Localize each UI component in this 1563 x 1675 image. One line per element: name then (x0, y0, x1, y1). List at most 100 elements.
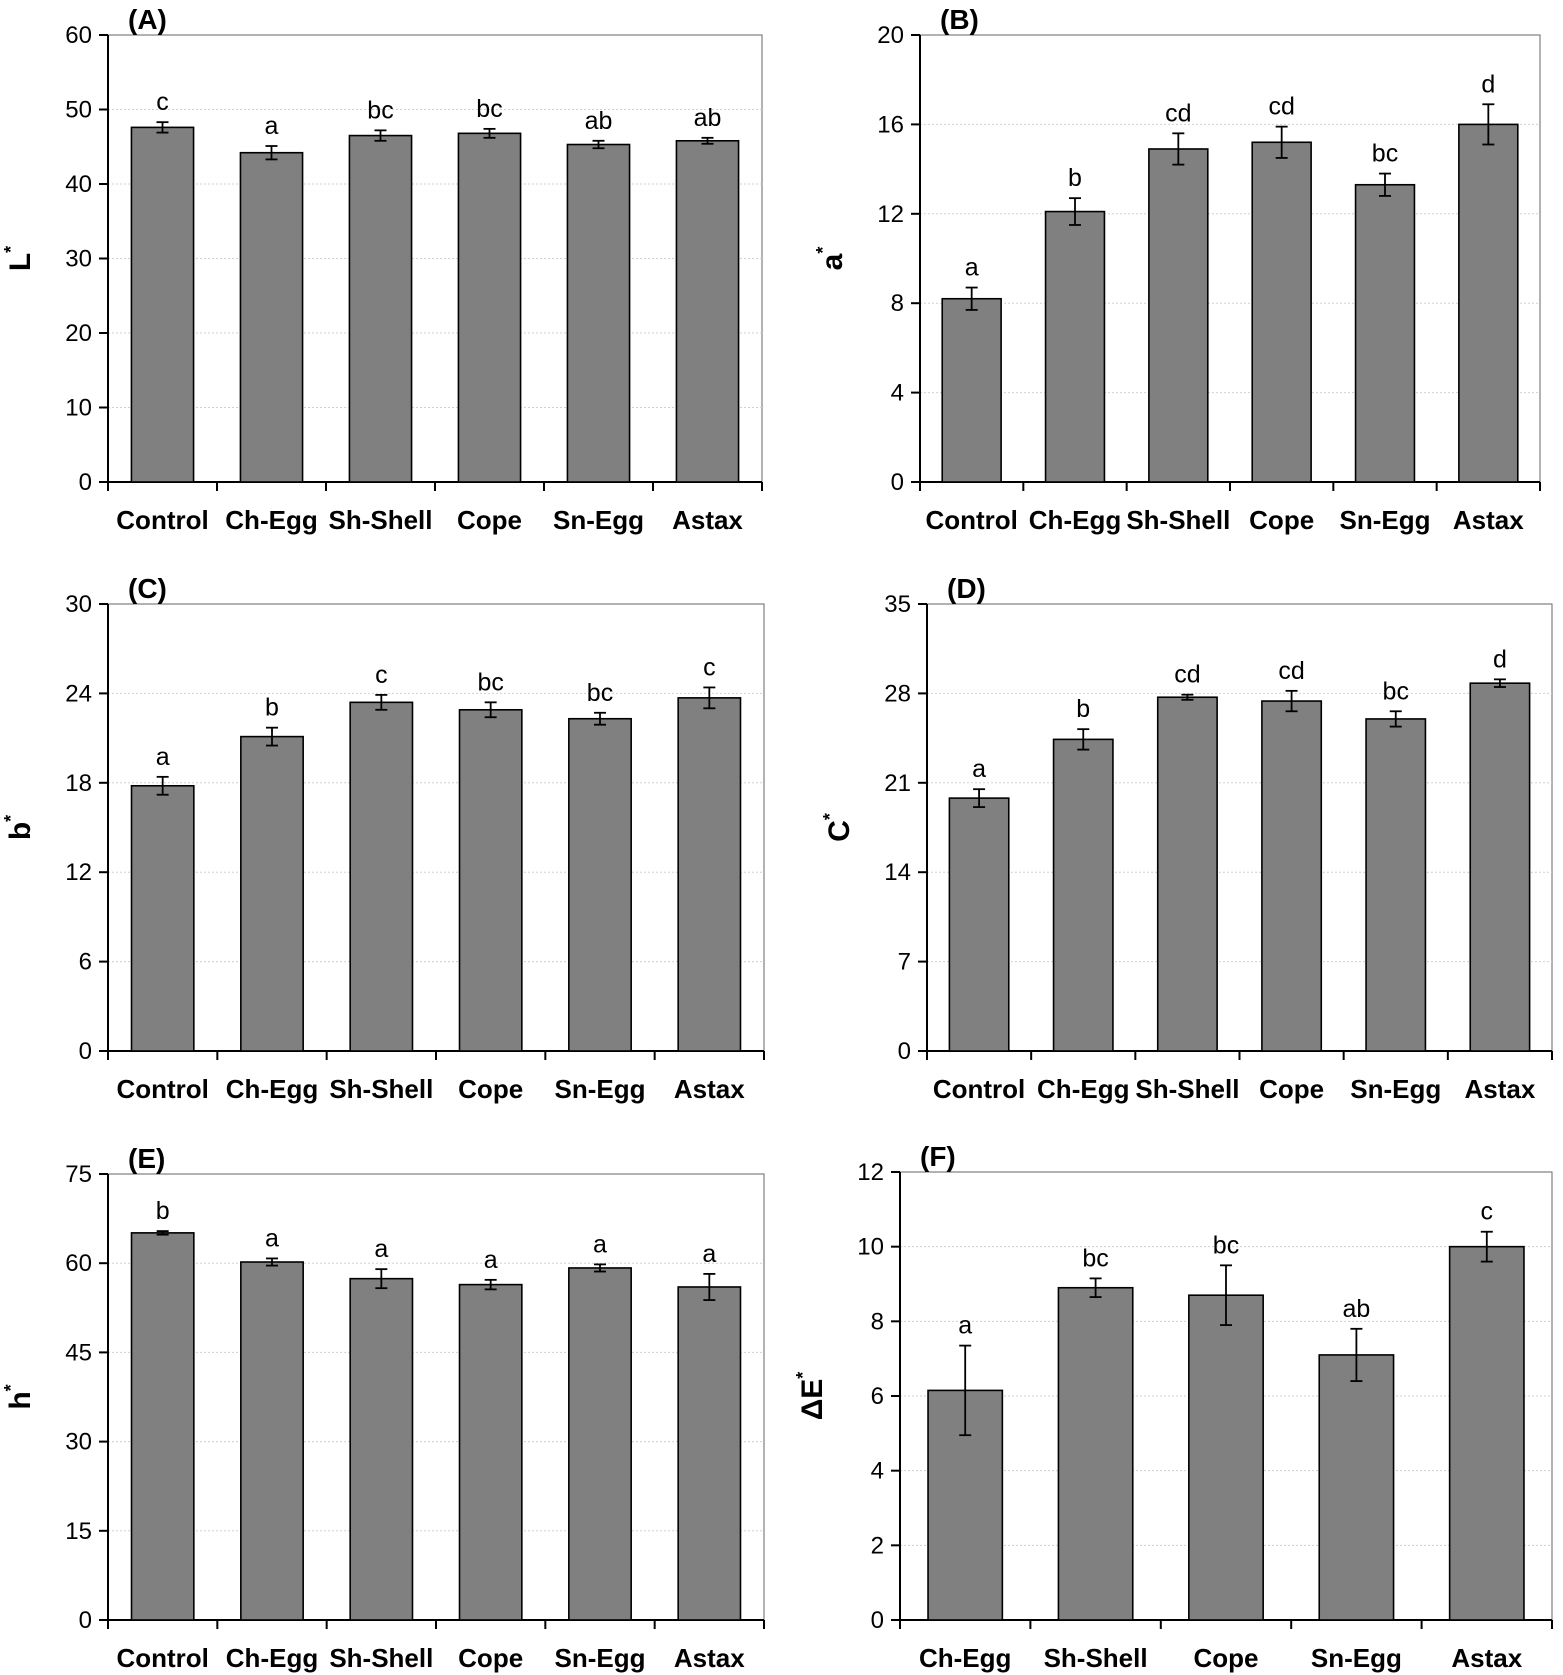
error-bar (703, 686, 716, 710)
significance-letter: bc (1213, 1231, 1239, 1259)
plot-frame (107, 603, 765, 1052)
y-tick-label: 10 (857, 1234, 884, 1261)
error-bar (973, 788, 986, 808)
y-tick-label: 4 (871, 1458, 884, 1485)
error-bar (965, 286, 978, 311)
error-bar (701, 136, 714, 145)
x-tick-label: Sh-Shell (328, 505, 432, 535)
error-bar (1482, 103, 1495, 146)
significance-letter: cd (1268, 93, 1294, 121)
y-tick-label: 6 (79, 949, 92, 976)
y-tick-label: 60 (65, 22, 92, 49)
y-axis-label: C* (820, 813, 856, 842)
error-bar (156, 1230, 169, 1236)
error-bar (959, 1344, 972, 1437)
error-bar (1220, 1264, 1232, 1326)
chart-panel-3: 0 6 12 18 24 30 a Control b Ch-Egg c Sh-Shell bc Cope… (1, 573, 765, 1104)
significance-letter: cd (1278, 657, 1304, 685)
x-tick-label: Astax (1451, 1643, 1522, 1673)
significance-letter: a (702, 1240, 716, 1268)
error-bar (375, 693, 388, 711)
significance-letter: ab (694, 104, 722, 132)
y-tick-label: 35 (884, 591, 911, 618)
bar-Cope (1251, 141, 1312, 483)
significance-letter: bc (1082, 1244, 1108, 1272)
y-tick-label: 60 (65, 1250, 92, 1277)
bar-Control (130, 784, 195, 1052)
x-tick-label: Astax (1453, 505, 1524, 535)
y-tick-label: 40 (65, 171, 92, 198)
x-tick-label: Sh-Shell (1044, 1643, 1148, 1673)
x-tick-label: Sh-Shell (329, 1643, 433, 1673)
bar-Cope (1188, 1294, 1264, 1621)
bar-Sn-Egg (1365, 718, 1427, 1052)
error-bar (1389, 710, 1402, 728)
y-tick-label: 10 (65, 395, 92, 422)
significance-letter: c (156, 88, 169, 116)
error-bar (156, 121, 169, 134)
bar-Sh-Shell (348, 134, 413, 483)
bar-Sn-Egg (568, 717, 632, 1052)
y-tick-label: 15 (65, 1518, 92, 1545)
x-tick-label: Astax (674, 1074, 745, 1104)
chart-panel-6: 0 2 4 6 8 10 12 a Ch-Egg bc Sh-Shell bc Cope ab Sn-Egg… (793, 1141, 1553, 1673)
significance-letter: d (1493, 645, 1507, 673)
y-tick-label: 0 (898, 1038, 911, 1065)
y-tick-label: 0 (871, 1607, 884, 1634)
error-bar (484, 1278, 497, 1291)
significance-letter: a (972, 755, 986, 783)
chart-panel-2: 0 4 8 12 16 20 a Control b Ch-Egg cd Sh-Shell cd Cope… (813, 4, 1541, 535)
plot-frame (919, 34, 1541, 483)
error-bar (1172, 132, 1185, 166)
panel-label: (F) (920, 1141, 956, 1172)
y-tick-label: 0 (79, 1038, 92, 1065)
x-tick-label: Control (933, 1074, 1025, 1104)
x-tick-label: Control (925, 505, 1017, 535)
y-tick-label: 14 (884, 859, 911, 886)
y-tick-label: 4 (891, 380, 904, 407)
x-tick-label: Cope (1259, 1074, 1324, 1104)
significance-letter: bc (476, 95, 502, 123)
y-tick-label: 45 (65, 1339, 92, 1366)
y-tick-label: 16 (877, 111, 904, 138)
x-tick-label: Control (116, 505, 208, 535)
error-bar (1493, 678, 1506, 688)
bar-Sn-Egg (568, 1267, 632, 1621)
bar-Ch-Egg (239, 151, 304, 483)
significance-letter: ab (585, 107, 613, 135)
error-bar (594, 1263, 606, 1273)
error-bar (1069, 197, 1081, 226)
x-tick-label: Cope (458, 1074, 523, 1104)
error-bar (1089, 1277, 1102, 1298)
significance-letter: b (265, 694, 279, 722)
x-tick-label: Astax (674, 1643, 745, 1673)
bar-Astax (677, 1286, 742, 1621)
significance-letter: a (965, 254, 979, 282)
significance-letter: a (593, 1230, 607, 1258)
x-tick-label: Ch-Egg (226, 1643, 318, 1673)
significance-letter: b (156, 1197, 170, 1225)
y-tick-label: 21 (884, 770, 911, 797)
y-tick-label: 30 (65, 591, 92, 618)
y-tick-label: 8 (891, 290, 904, 317)
y-tick-label: 8 (871, 1308, 884, 1335)
error-bar (266, 726, 278, 747)
significance-letter: c (375, 661, 388, 689)
bar-Sn-Egg (1318, 1354, 1395, 1621)
y-axis-label: a* (813, 247, 849, 271)
y-tick-label: 50 (65, 97, 92, 124)
panel-label: (B) (940, 4, 979, 35)
significance-letter: c (703, 653, 716, 681)
significance-letter: a (265, 1224, 279, 1252)
y-tick-label: 0 (79, 1607, 92, 1634)
y-tick-label: 20 (877, 22, 904, 49)
bar-Ch-Egg (1052, 738, 1114, 1052)
bar-Ch-Egg (1044, 210, 1106, 483)
significance-letter: c (1481, 1198, 1494, 1226)
bar-Cope (457, 132, 522, 483)
bar-Astax (1469, 682, 1531, 1052)
x-tick-label: Ch-Egg (226, 1074, 318, 1104)
bar-Ch-Egg (240, 735, 304, 1052)
y-axis-label: b* (1, 815, 37, 840)
error-bar (592, 139, 605, 150)
